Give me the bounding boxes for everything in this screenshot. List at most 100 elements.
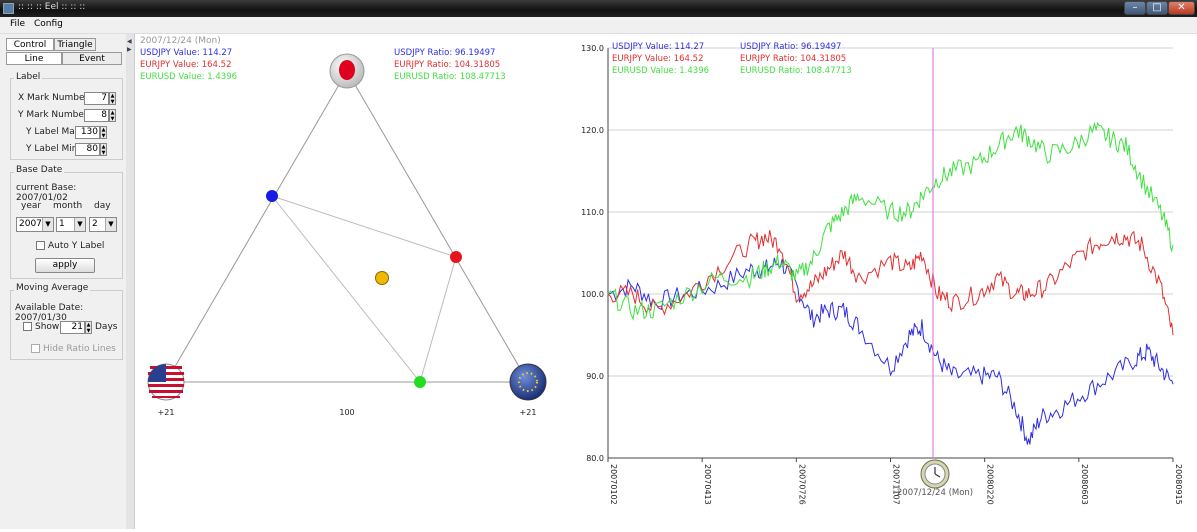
month-label: month: [53, 201, 83, 211]
y-tick-label: 80.0: [586, 454, 604, 463]
y-min-stepper[interactable]: ▲ ▼: [100, 143, 107, 156]
minimize-button[interactable]: –: [1124, 1, 1146, 15]
y-mark-input[interactable]: 8: [84, 109, 109, 122]
x-mark-input[interactable]: 7: [84, 92, 109, 105]
auto-y-checkbox[interactable]: [36, 241, 45, 250]
days-stepper[interactable]: ▲ ▼: [85, 321, 92, 334]
control-panel: Control Triangle Line Event Label X Mark…: [0, 34, 127, 529]
close-button[interactable]: ✕: [1168, 1, 1195, 15]
legend-eurusd-value: EURUSD Value: 1.4396: [612, 66, 709, 76]
y-min-input[interactable]: 80: [75, 143, 100, 156]
current-base-label: current Base: 2007/01/02: [16, 183, 77, 203]
x-tick-label: 20071107: [892, 464, 901, 505]
main-canvas: 2007/12/24 (Mon) USDJPY Value: 114.27 EU…: [135, 34, 1197, 529]
y-tick-label: 100.0: [581, 290, 604, 299]
usa-flag-icon: [147, 363, 185, 401]
tab-line[interactable]: Line: [6, 52, 62, 65]
legend-usdjpy-value: USDJPY Value: 114.27: [612, 42, 704, 52]
label-group: [10, 78, 123, 160]
tri-eurjpy-ratio: EURJPY Ratio: 104.31805: [394, 60, 500, 70]
eurusd-marker: [414, 376, 426, 388]
label-group-title: Label: [14, 72, 43, 82]
menu-config[interactable]: Config: [34, 19, 63, 29]
series-eurjpy-line: [607, 230, 1174, 336]
x-mark-label: X Mark Number: [18, 93, 89, 103]
line-chart: 130.0 120.0 110.0 100.0 90.0 80.0 20070102 200…: [581, 42, 1183, 505]
legend-eurjpy-ratio: EURJPY Ratio: 104.31805: [740, 54, 846, 64]
auto-y-label: Auto Y Label: [48, 241, 105, 251]
cursor-date-label: 2007/12/24 (Mon): [897, 488, 973, 498]
window-title: :: :: :: Eel :: :: ::: [18, 2, 86, 12]
x-tick-label: 20070726: [797, 464, 806, 505]
x-tick-label: 20080915: [1174, 464, 1183, 505]
day-select-value: 2: [92, 219, 98, 229]
maximize-button[interactable]: □: [1146, 1, 1168, 15]
chevron-down-icon: ▼: [74, 218, 85, 231]
day-select[interactable]: 2 ▼: [89, 217, 117, 232]
tab-event[interactable]: Event: [62, 52, 122, 65]
y-ticks: 130.0 120.0 110.0 100.0 90.0 80.0: [581, 44, 604, 463]
hide-ratio-label: Hide Ratio Lines: [43, 344, 116, 354]
tri-eurusd-ratio: EURUSD Ratio: 108.47713: [394, 72, 506, 82]
year-label: year: [21, 201, 42, 211]
y-tick-label: 130.0: [581, 44, 604, 53]
y-tick-label: 90.0: [586, 372, 604, 381]
base-date-group: [10, 172, 123, 279]
eurjpy-marker: [450, 251, 462, 263]
hide-ratio-checkbox[interactable]: [31, 344, 40, 353]
y-max-stepper[interactable]: ▲ ▼: [100, 126, 107, 139]
series-lines: [607, 121, 1174, 445]
x-ticks: 20070102 20070413 20070726 20071107 20080220…: [607, 458, 1183, 505]
legend-eurusd-ratio: EURUSD Ratio: 108.47713: [740, 66, 852, 76]
y-min-label: Y Label Min: [26, 144, 78, 154]
x-tick-label: 20070102: [609, 464, 618, 505]
tab-triangle[interactable]: Triangle: [54, 38, 96, 51]
app-icon: [3, 3, 14, 14]
y-max-label: Y Label Max: [26, 127, 81, 137]
available-date-label: Available Date: 2007/01/30: [15, 303, 84, 323]
show-checkbox[interactable]: [23, 322, 32, 331]
apply-button[interactable]: apply: [35, 258, 95, 273]
y-tick-label: 120.0: [581, 126, 604, 135]
bottom-center-label: 100: [339, 408, 354, 417]
year-select-value: 2007: [19, 219, 42, 229]
clock-icon[interactable]: [920, 459, 950, 489]
collapse-right-icon[interactable]: ▶: [127, 46, 132, 53]
tri-usdjpy-ratio: USDJPY Ratio: 96.19497: [394, 48, 495, 58]
splitter[interactable]: ◀ ▶: [126, 34, 135, 529]
x-tick-label: 20070413: [703, 464, 712, 505]
japan-flag-icon: [329, 53, 365, 89]
days-input[interactable]: 21: [60, 321, 85, 334]
bottom-right-label: +21: [520, 408, 537, 417]
title-bar: :: :: :: Eel :: :: :: – □ ✕: [0, 0, 1197, 17]
y-mark-label: Y Mark Number: [18, 110, 88, 120]
base-date-title: Base Date: [14, 165, 65, 175]
tri-usdjpy-value: USDJPY Value: 114.27: [140, 48, 232, 58]
eu-flag-icon: [509, 363, 547, 401]
year-select[interactable]: 2007 ▼: [16, 217, 54, 232]
legend-usdjpy-ratio: USDJPY Ratio: 96.19497: [740, 42, 841, 52]
show-label: Show: [35, 322, 60, 332]
x-mark-stepper[interactable]: ▲ ▼: [109, 92, 116, 105]
legend-eurjpy-value: EURJPY Value: 164.52: [612, 54, 704, 64]
days-label: Days: [95, 322, 118, 332]
month-select[interactable]: 1 ▼: [56, 217, 86, 232]
tri-eurjpy-value: EURJPY Value: 164.52: [140, 60, 232, 70]
menu-file[interactable]: File: [10, 19, 26, 29]
triangle-lines: [165, 70, 529, 383]
triangle-date: 2007/12/24 (Mon): [140, 36, 221, 46]
y-tick-label: 110.0: [581, 208, 604, 217]
y-max-input[interactable]: 130: [75, 126, 100, 139]
usdjpy-marker: [266, 190, 278, 202]
collapse-left-icon[interactable]: ◀: [127, 38, 132, 45]
chevron-down-icon: ▼: [42, 218, 53, 231]
day-label: day: [94, 201, 111, 211]
center-marker: [375, 271, 389, 285]
y-mark-stepper[interactable]: ▲ ▼: [109, 109, 116, 122]
menu-bar: File Config: [0, 17, 1197, 34]
tri-eurusd-value: EURUSD Value: 1.4396: [140, 72, 237, 82]
tab-control[interactable]: Control: [6, 38, 54, 51]
month-select-value: 1: [59, 219, 65, 229]
x-tick-label: 20080603: [1080, 464, 1089, 505]
series-eurusd-line: [607, 121, 1174, 321]
